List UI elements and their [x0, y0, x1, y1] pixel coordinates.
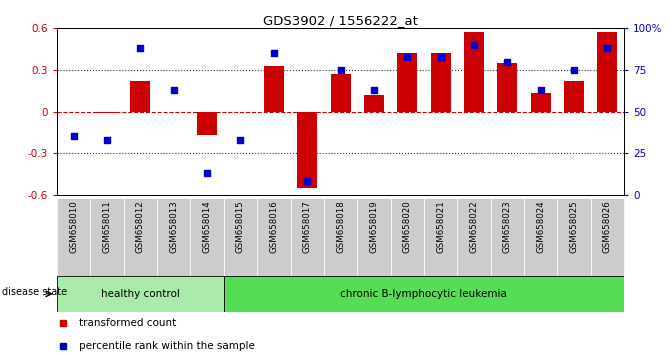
Point: [135, 45, 146, 51]
Text: GSM658022: GSM658022: [470, 201, 478, 253]
Text: GSM658012: GSM658012: [136, 201, 145, 253]
Bar: [57, 276, 224, 312]
Bar: [57, 198, 91, 276]
Point: [268, 51, 279, 56]
Bar: [397, 53, 417, 112]
Bar: [91, 198, 123, 276]
Bar: [123, 198, 157, 276]
Text: GSM658023: GSM658023: [503, 201, 512, 253]
Text: GSM658014: GSM658014: [203, 201, 211, 253]
Text: GSM658017: GSM658017: [303, 201, 312, 253]
Point: [336, 67, 346, 73]
Bar: [491, 198, 524, 276]
Bar: [564, 81, 584, 112]
Bar: [524, 198, 558, 276]
Bar: [264, 66, 284, 112]
Bar: [97, 112, 117, 113]
Bar: [191, 198, 224, 276]
Bar: [197, 112, 217, 135]
Point: [402, 54, 413, 59]
Point: [535, 87, 546, 93]
Point: [568, 67, 579, 73]
Bar: [424, 198, 457, 276]
Bar: [324, 198, 357, 276]
Text: GSM658010: GSM658010: [69, 201, 79, 253]
Text: GSM658013: GSM658013: [169, 201, 178, 253]
Point: [202, 170, 213, 176]
Bar: [391, 198, 424, 276]
Bar: [331, 74, 350, 112]
Bar: [130, 81, 150, 112]
Text: GSM658018: GSM658018: [336, 201, 345, 253]
Point: [168, 87, 179, 93]
Bar: [224, 276, 624, 312]
Text: GSM658021: GSM658021: [436, 201, 445, 253]
Text: GSM658015: GSM658015: [236, 201, 245, 253]
Point: [302, 178, 313, 184]
Text: GSM658026: GSM658026: [603, 201, 612, 253]
Bar: [531, 93, 551, 112]
Bar: [590, 198, 624, 276]
Bar: [558, 198, 590, 276]
Text: disease state: disease state: [2, 287, 67, 297]
Bar: [431, 53, 451, 112]
Text: GSM658020: GSM658020: [403, 201, 412, 253]
Point: [368, 87, 379, 93]
Title: GDS3902 / 1556222_at: GDS3902 / 1556222_at: [263, 14, 418, 27]
Bar: [297, 112, 317, 188]
Text: GSM658011: GSM658011: [103, 201, 111, 253]
Point: [468, 42, 479, 48]
Text: GSM658025: GSM658025: [570, 201, 578, 253]
Text: GSM658016: GSM658016: [269, 201, 278, 253]
Bar: [224, 198, 257, 276]
Point: [435, 54, 446, 59]
Text: GSM658024: GSM658024: [536, 201, 545, 253]
Bar: [497, 63, 517, 112]
Point: [602, 45, 613, 51]
Bar: [257, 198, 291, 276]
Point: [235, 137, 246, 143]
Text: transformed count: transformed count: [79, 318, 176, 329]
Point: [502, 59, 513, 64]
Bar: [357, 198, 391, 276]
Bar: [597, 33, 617, 112]
Text: chronic B-lymphocytic leukemia: chronic B-lymphocytic leukemia: [340, 289, 507, 299]
Point: [102, 137, 113, 143]
Text: percentile rank within the sample: percentile rank within the sample: [79, 341, 254, 352]
Point: [68, 134, 79, 139]
Text: GSM658019: GSM658019: [369, 201, 378, 253]
Text: healthy control: healthy control: [101, 289, 180, 299]
Bar: [364, 95, 384, 112]
Bar: [291, 198, 324, 276]
Bar: [157, 198, 191, 276]
Bar: [457, 198, 491, 276]
Bar: [464, 33, 484, 112]
